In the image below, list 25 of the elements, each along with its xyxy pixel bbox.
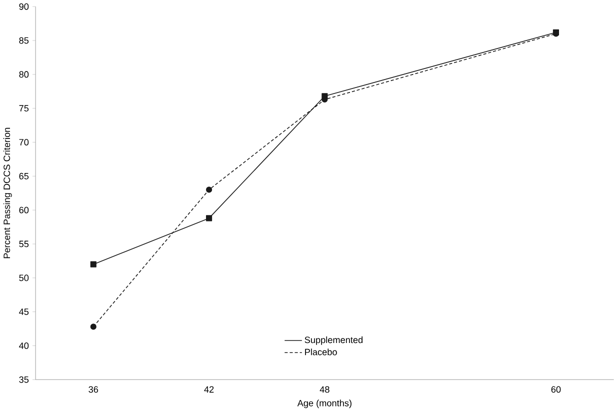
y-tick-label: 60: [19, 206, 29, 214]
x-tick-label: 48: [320, 386, 330, 392]
y-tick-label: 85: [19, 37, 29, 44]
legend-label: Supplemented: [304, 336, 362, 345]
y-tick-label: 80: [19, 70, 29, 78]
y-tick-label: 75: [19, 104, 29, 112]
y-tick-label: 55: [19, 240, 29, 247]
y-axis-title: Percent Passing DCCS Criterion: [3, 128, 12, 258]
point: [206, 186, 212, 193]
y-tick-label: 65: [19, 172, 29, 180]
point: [90, 323, 96, 330]
y-tick-label: 90: [19, 3, 29, 10]
point: [206, 214, 212, 221]
x-tick-label: 36: [88, 386, 98, 392]
y-tick-label: 35: [19, 376, 29, 383]
y-tick-label: 45: [19, 308, 29, 315]
y-tick-label: 40: [19, 342, 29, 349]
point: [322, 92, 328, 99]
x-tick-label: 42: [204, 386, 214, 392]
y-tick-label: 50: [19, 274, 29, 281]
y-tick-label: 70: [19, 138, 29, 146]
point: [90, 261, 96, 268]
legend-label: Placebo: [305, 348, 337, 356]
x-tick-label: 60: [551, 386, 561, 392]
x-axis-title: Age (months): [297, 399, 352, 408]
